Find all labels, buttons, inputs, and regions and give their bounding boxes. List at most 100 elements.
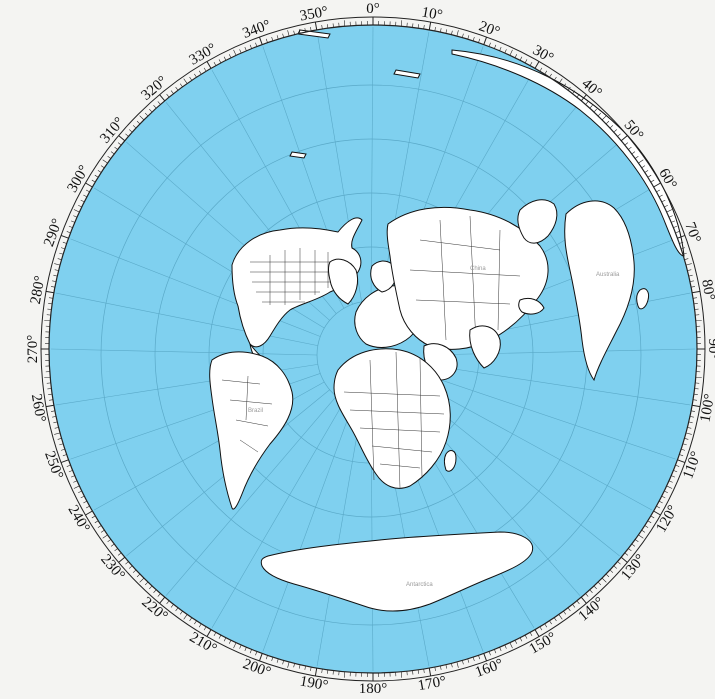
bezel-tick [48,393,53,395]
bezel-tick [118,135,126,142]
bezel-tick [685,432,692,435]
arctic-islands [289,29,421,159]
bezel-tick [314,21,318,31]
bezel-tick [153,589,157,593]
bezel-tick [580,596,587,604]
bezel-tick [647,174,652,178]
bezel-tick [628,548,632,552]
bezel-tick [53,274,58,277]
scandinavia [370,260,397,293]
bezel-tick [239,49,242,54]
bezel-tick [638,534,644,539]
bezel-tick [189,76,193,81]
meridian-line [424,364,691,406]
bezel-tick [691,404,701,408]
bezel-tick [144,581,149,586]
degree-label: 70° [681,220,703,245]
bezel-tick [265,38,268,43]
bezel-tick [276,35,279,40]
bezel-tick [249,44,252,49]
bezel-tick [282,33,284,38]
bezel-tick [70,475,75,478]
bezel-tick [456,30,459,37]
bezel-tick [682,443,687,446]
south-america [209,351,294,510]
bezel-tick [472,36,475,41]
bezel-tick [620,556,628,563]
bezel-tick [601,577,607,583]
bezel-tick [689,280,694,282]
bezel-tick [534,629,540,637]
bezel-tick [613,129,617,133]
bezel-tick [110,151,115,155]
bezel-tick [689,416,694,418]
bezel-tick [576,600,580,605]
bezel-tick [605,120,610,125]
degree-label: 10° [420,4,443,23]
bezel-tick [519,637,523,642]
label-antarctica: Antarctica [406,582,433,588]
meridian-line [262,405,353,652]
bezel-tick [593,585,597,590]
bezel-tick [656,505,661,509]
bezel-tick [483,36,488,45]
bezel-tick [282,660,284,665]
bezel-tick [110,543,115,547]
bezel-tick [276,658,279,663]
bezel-tick [114,548,118,552]
bezel-tick [50,410,56,412]
bezel-tick [157,593,161,597]
bezel-tick [589,589,593,593]
meridian-line [424,348,696,356]
bezel-tick [634,155,639,159]
degree-label: 270° [25,335,41,364]
meridian-line [417,381,653,511]
bezel-tick [650,515,655,519]
bezel-tick [60,459,69,464]
bezel-tick [462,660,464,665]
bezel-tick [83,500,88,504]
bezel-tick [183,614,188,620]
bezel-tick [494,44,497,49]
bezel-tick [677,459,686,464]
bezel-tick [85,182,93,188]
meridian-line [55,292,318,346]
bezel-tick [644,525,649,528]
bezel-tick [609,125,614,129]
bezel-tick [125,561,129,565]
degree-label: 80° [698,278,715,301]
bezel-tick [304,28,306,33]
bezel-tick [233,642,237,649]
bezel-tick [641,529,646,533]
bezel-tick [85,510,93,516]
bezel-tick [179,610,183,615]
bezel-tick [206,61,212,69]
bezel-tick [451,30,453,35]
bezel-tick [400,20,403,27]
bezel-tick [585,593,589,597]
bezel-tick [265,655,268,660]
bezel-tick [467,35,470,40]
bezel-tick [529,61,533,66]
bezel-tick [661,199,666,203]
bezel-tick [54,269,59,271]
bezel-tick [54,263,61,266]
bezel-tick [321,668,323,674]
bezel-tick [194,620,197,625]
bezel-tick [572,604,576,608]
bezel-tick [52,280,57,282]
bezel-tick [166,93,170,98]
bezel-tick [567,86,571,91]
bezel-tick [258,653,263,662]
bezel-tick [198,623,202,628]
bezel-tick [638,159,644,164]
bezel-tick [53,421,58,424]
bezel-tick [136,120,141,125]
degree-label: 20° [477,18,502,40]
bezel-tick [60,448,65,451]
bezel-tick [692,399,698,401]
bezel-tick [223,637,227,642]
bezel-tick [585,101,589,105]
meridian-line [211,401,345,629]
